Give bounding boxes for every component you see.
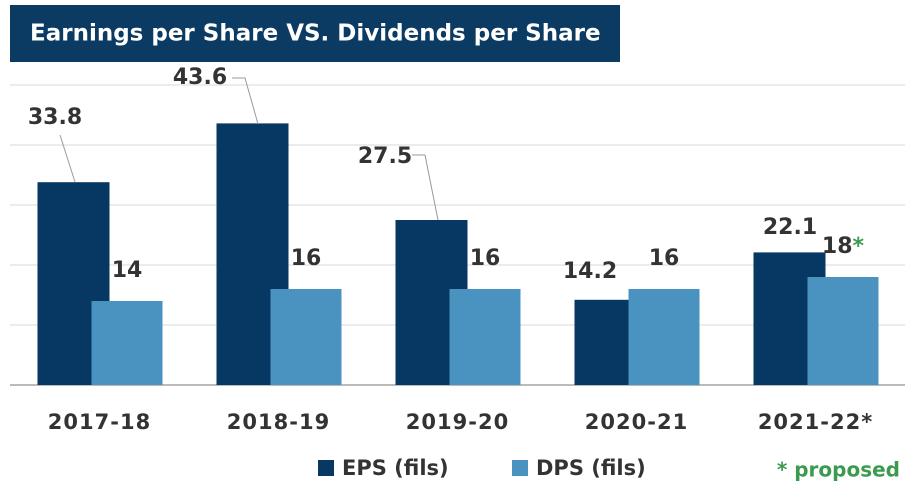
data-label-value: 16 (470, 246, 501, 271)
x-tick-label: 2020-21 (585, 410, 688, 434)
proposed-marker: * (853, 234, 865, 259)
legend-label: DPS (fils) (536, 456, 646, 480)
footnote: * proposed (777, 458, 900, 482)
bar (270, 289, 342, 385)
data-label-value: 14 (112, 258, 143, 283)
x-tick-label: 2017-18 (48, 410, 151, 434)
legend-swatch (318, 460, 334, 476)
x-tick-label: 2018-19 (227, 410, 330, 434)
legend-label: EPS (fils) (342, 456, 449, 480)
data-label: 16 (470, 246, 501, 271)
bar (91, 301, 163, 385)
chart-title: Earnings per Share VS. Dividends per Sha… (30, 21, 601, 47)
leader-line (59, 134, 76, 183)
title-box (10, 5, 620, 62)
data-label: 22.1 (763, 215, 817, 240)
leader-line (232, 77, 259, 125)
data-label: 16 (649, 246, 680, 271)
data-label: 14.2 (563, 259, 617, 284)
x-tick-label: 2019-20 (406, 410, 509, 434)
data-label: 27.5 (358, 144, 412, 169)
data-label-value: 18 (822, 234, 853, 259)
data-label-value: 16 (649, 246, 680, 271)
data-label: 43.6 (173, 65, 227, 90)
bar (449, 289, 521, 385)
bar (807, 277, 879, 385)
data-label: 33.8 (28, 105, 82, 130)
data-label: 16 (291, 246, 322, 271)
legend-swatch (512, 460, 528, 476)
data-label: 14 (112, 258, 143, 283)
x-tick-label: 2021-22* (758, 410, 873, 434)
data-label: 18* (822, 234, 865, 259)
data-label-value: 16 (291, 246, 322, 271)
leader-line (412, 154, 439, 221)
bar (628, 289, 700, 385)
